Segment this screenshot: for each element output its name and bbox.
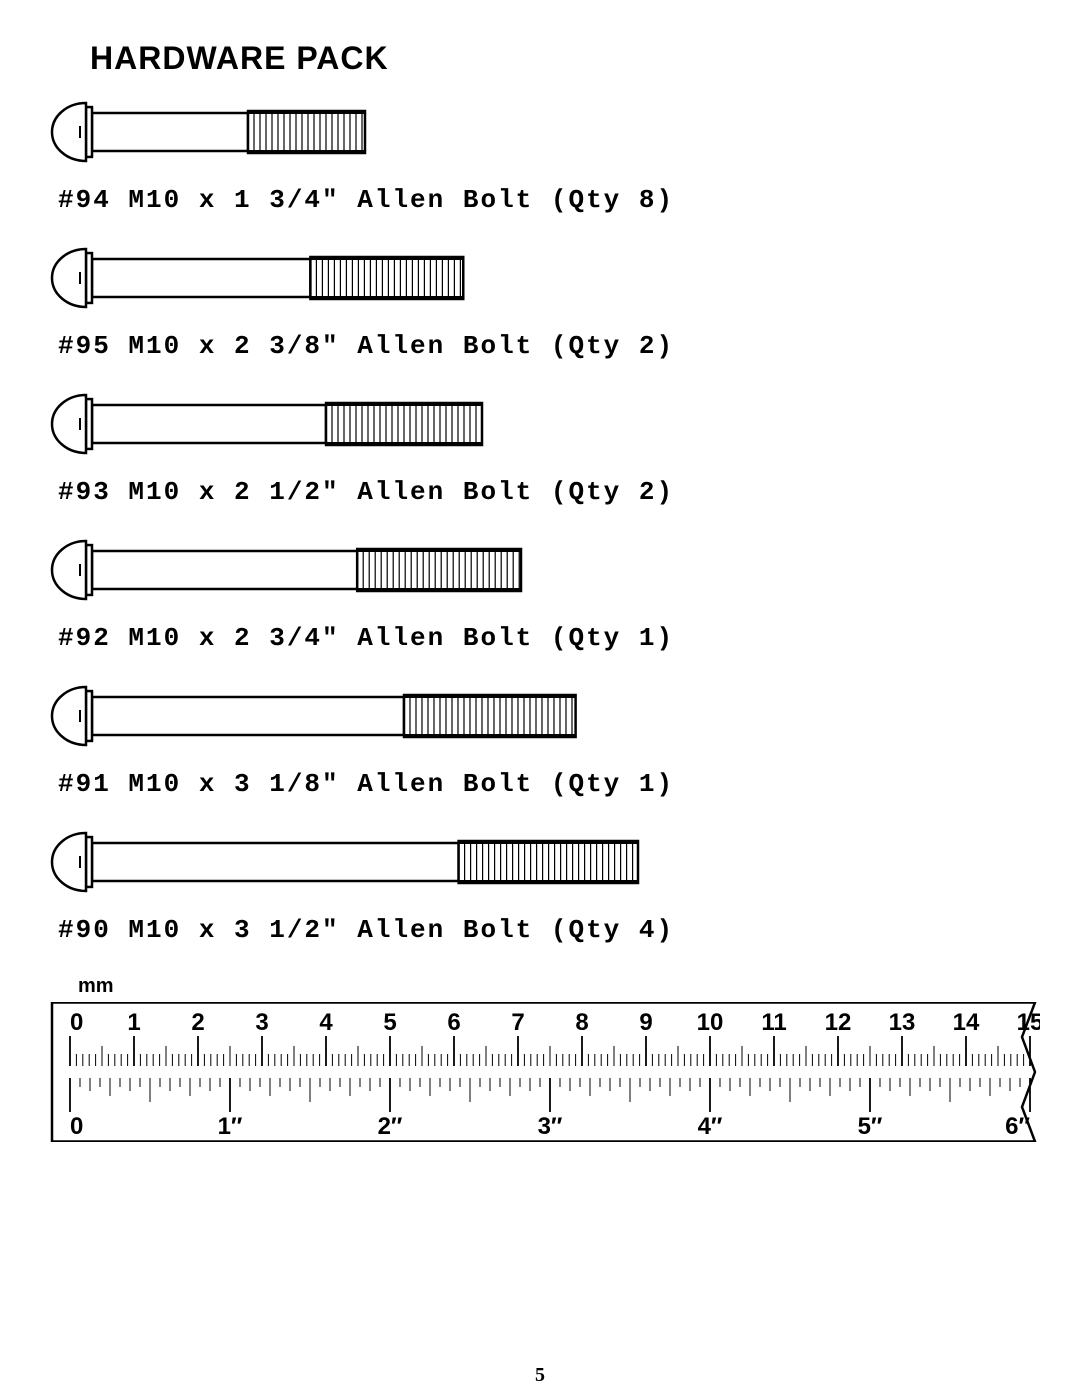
svg-text:4: 4	[319, 1009, 333, 1036]
svg-text:7: 7	[511, 1009, 524, 1036]
bolt-label: #95 M10 x 2 3/8″ Allen Bolt (Qty 2)	[58, 331, 1030, 361]
bolt-icon	[50, 535, 1030, 605]
ruler-mm-label: mm	[78, 975, 1030, 998]
svg-text:6″: 6″	[1005, 1113, 1030, 1140]
ruler: mm 012345678910111213141501″2″3″4″5″6″	[50, 975, 1030, 1147]
hardware-pack-page: HARDWARE PACK #94 M10 x 1 3/4″ Allen Bol…	[0, 0, 1080, 1397]
svg-text:2″: 2″	[378, 1113, 403, 1140]
bolt-label: #92 M10 x 2 3/4″ Allen Bolt (Qty 1)	[58, 623, 1030, 653]
svg-text:9: 9	[639, 1009, 652, 1036]
bolt-item: #95 M10 x 2 3/8″ Allen Bolt (Qty 2)	[50, 243, 1030, 361]
page-number: 5	[0, 1364, 1080, 1387]
bolts-list: #94 M10 x 1 3/4″ Allen Bolt (Qty 8) #95 …	[50, 97, 1030, 945]
bolt-icon	[50, 243, 1030, 313]
svg-text:3: 3	[255, 1009, 268, 1036]
svg-text:4″: 4″	[698, 1113, 723, 1140]
svg-text:2: 2	[191, 1009, 204, 1036]
bolt-label: #94 M10 x 1 3/4″ Allen Bolt (Qty 8)	[58, 185, 1030, 215]
svg-text:0: 0	[70, 1009, 83, 1036]
bolt-icon	[50, 827, 1030, 897]
svg-text:0: 0	[70, 1113, 83, 1140]
bolt-icon	[50, 389, 1030, 459]
bolt-item: #90 M10 x 3 1/2″ Allen Bolt (Qty 4)	[50, 827, 1030, 945]
svg-text:8: 8	[575, 1009, 588, 1036]
ruler-graphic: 012345678910111213141501″2″3″4″5″6″	[50, 1002, 1030, 1147]
bolt-label: #91 M10 x 3 1/8″ Allen Bolt (Qty 1)	[58, 769, 1030, 799]
svg-text:10: 10	[697, 1009, 724, 1036]
svg-text:5″: 5″	[858, 1113, 883, 1140]
bolt-item: #92 M10 x 2 3/4″ Allen Bolt (Qty 1)	[50, 535, 1030, 653]
svg-text:15: 15	[1017, 1009, 1040, 1036]
svg-text:1: 1	[127, 1009, 140, 1036]
bolt-label: #93 M10 x 2 1/2″ Allen Bolt (Qty 2)	[58, 477, 1030, 507]
bolt-item: #91 M10 x 3 1/8″ Allen Bolt (Qty 1)	[50, 681, 1030, 799]
bolt-icon	[50, 681, 1030, 751]
bolt-label: #90 M10 x 3 1/2″ Allen Bolt (Qty 4)	[58, 915, 1030, 945]
svg-text:11: 11	[761, 1009, 786, 1036]
bolt-icon	[50, 97, 1030, 167]
svg-text:12: 12	[825, 1009, 852, 1036]
page-title: HARDWARE PACK	[90, 40, 1030, 77]
svg-text:14: 14	[953, 1009, 980, 1036]
svg-text:3″: 3″	[538, 1113, 563, 1140]
svg-text:5: 5	[383, 1009, 396, 1036]
svg-text:13: 13	[889, 1009, 916, 1036]
svg-text:6: 6	[447, 1009, 460, 1036]
bolt-item: #93 M10 x 2 1/2″ Allen Bolt (Qty 2)	[50, 389, 1030, 507]
svg-text:1″: 1″	[218, 1113, 243, 1140]
bolt-item: #94 M10 x 1 3/4″ Allen Bolt (Qty 8)	[50, 97, 1030, 215]
